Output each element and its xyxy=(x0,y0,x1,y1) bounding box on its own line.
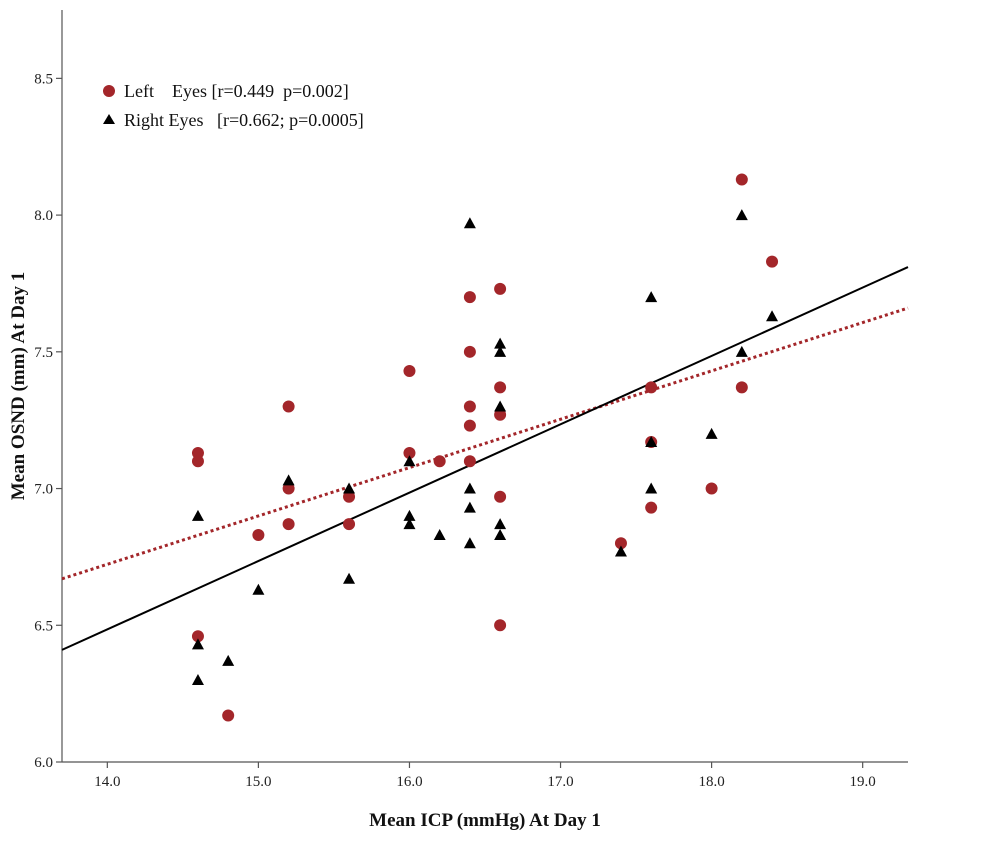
left-eyes-point xyxy=(614,537,627,550)
left-eyes-point xyxy=(433,455,446,468)
right-eyes-point xyxy=(191,673,204,685)
x-tick-label: 15.0 xyxy=(245,774,271,790)
left-eyes-point xyxy=(222,709,235,722)
y-ticks: 6.0 6.5 7.0 7.5 8.0 8.5 xyxy=(34,71,62,771)
fit-lines xyxy=(61,266,909,651)
left-eyes-point xyxy=(494,619,507,632)
right-eyes-fit-line xyxy=(61,266,909,651)
right-eyes-point xyxy=(494,400,507,412)
left-eyes-point xyxy=(645,381,658,394)
left-eyes-point xyxy=(282,482,295,495)
y-axis-title: Mean OSND (mm) At Day 1 xyxy=(8,272,29,501)
right-eyes-point xyxy=(433,529,446,541)
right-eyes-point xyxy=(191,638,204,650)
right-eyes-point xyxy=(614,545,627,557)
x-tick-label: 14.0 xyxy=(94,774,120,790)
y-tick-label: 6.5 xyxy=(34,618,53,634)
right-eyes-point xyxy=(645,482,658,494)
legend-marker-right-eyes xyxy=(103,114,115,124)
left-eyes-points xyxy=(191,173,779,722)
left-eyes-point xyxy=(191,630,204,643)
x-ticks: 14.0 15.0 16.0 17.0 18.0 19.0 xyxy=(94,762,876,790)
x-tick-label: 19.0 xyxy=(850,774,876,790)
right-eyes-point xyxy=(494,337,507,349)
left-eyes-point xyxy=(463,345,476,358)
right-eyes-point xyxy=(222,654,235,666)
left-eyes-point xyxy=(494,381,507,394)
right-eyes-point xyxy=(403,455,416,467)
left-eyes-point xyxy=(463,455,476,468)
left-eyes-point xyxy=(494,282,507,295)
y-tick-label: 7.5 xyxy=(34,345,53,361)
legend-label-right-eyes: Right Eyes [r=0.662; p=0.0005] xyxy=(124,110,364,130)
right-eyes-point xyxy=(191,509,204,521)
right-eyes-point xyxy=(766,310,779,322)
left-eyes-fit-line xyxy=(61,306,909,581)
right-eyes-point xyxy=(403,518,416,530)
right-eyes-point xyxy=(705,427,718,439)
legend: Left Eyes [r=0.449 p=0.002] Right Eyes [… xyxy=(103,81,364,130)
left-eyes-point xyxy=(343,518,356,531)
right-eyes-point xyxy=(735,345,748,357)
right-eyes-point xyxy=(403,509,416,521)
left-eyes-point xyxy=(403,364,416,377)
legend-label-left-eyes: Left Eyes [r=0.449 p=0.002] xyxy=(124,81,349,101)
left-eyes-point xyxy=(494,490,507,503)
left-eyes-point xyxy=(705,482,718,495)
right-eyes-point xyxy=(343,482,356,494)
x-tick-label: 18.0 xyxy=(698,774,724,790)
left-eyes-point xyxy=(463,400,476,413)
left-eyes-point xyxy=(463,291,476,304)
left-eyes-point xyxy=(645,501,658,514)
right-eyes-point xyxy=(252,583,265,595)
right-eyes-point xyxy=(735,209,748,221)
right-eyes-point xyxy=(282,474,295,486)
y-tick-label: 8.0 xyxy=(34,208,53,224)
left-eyes-point xyxy=(252,529,265,542)
right-eyes-point xyxy=(494,345,507,357)
axes xyxy=(61,10,908,763)
left-eyes-point xyxy=(343,490,356,503)
right-eyes-point xyxy=(463,501,476,513)
left-eyes-point xyxy=(735,381,748,394)
y-tick-label: 6.0 xyxy=(34,755,53,771)
left-eyes-point xyxy=(191,446,204,459)
x-axis-title: Mean ICP (mmHg) At Day 1 xyxy=(369,810,601,831)
right-eyes-point xyxy=(494,529,507,541)
right-eyes-point xyxy=(645,436,658,448)
right-eyes-point xyxy=(463,217,476,229)
x-tick-label: 17.0 xyxy=(547,774,573,790)
right-eyes-points xyxy=(191,209,779,685)
right-eyes-point xyxy=(645,291,658,303)
right-eyes-point xyxy=(343,572,356,584)
left-eyes-point xyxy=(282,400,295,413)
left-eyes-point xyxy=(463,419,476,432)
legend-marker-left-eyes xyxy=(103,85,115,97)
y-tick-label: 8.5 xyxy=(34,71,53,87)
left-eyes-point xyxy=(191,455,204,468)
left-eyes-point xyxy=(282,518,295,531)
y-tick-label: 7.0 xyxy=(34,482,53,498)
right-eyes-point xyxy=(494,518,507,530)
right-eyes-point xyxy=(463,482,476,494)
left-eyes-point xyxy=(494,408,507,421)
left-eyes-point xyxy=(735,173,748,186)
left-eyes-point xyxy=(766,255,779,268)
left-eyes-point xyxy=(403,446,416,459)
right-eyes-point xyxy=(463,537,476,549)
x-tick-label: 16.0 xyxy=(396,774,422,790)
